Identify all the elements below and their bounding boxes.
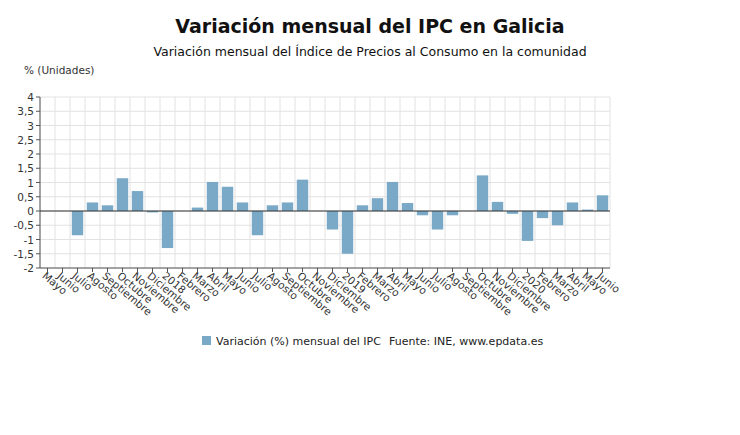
bar (477, 175, 488, 211)
y-axis-label: % (Unidades) (24, 64, 94, 76)
bar (357, 205, 368, 211)
bar (117, 178, 128, 211)
bar (432, 211, 443, 230)
bar (537, 211, 548, 218)
y-axis (40, 97, 41, 268)
chart: Variación mensual del IPC en Galicia Vari… (0, 0, 740, 435)
bar (387, 182, 398, 211)
y-tick (36, 154, 40, 155)
bar (597, 195, 608, 211)
y-tick (36, 182, 40, 183)
y-grid-line (40, 125, 610, 126)
bar (282, 202, 293, 211)
y-tick-label: 2,5 (17, 134, 34, 146)
bar (402, 203, 413, 211)
bar (162, 211, 173, 248)
bar (237, 202, 248, 211)
bar (72, 211, 83, 235)
bar (372, 198, 383, 211)
bar (522, 211, 533, 241)
bar (327, 211, 338, 230)
y-tick (36, 97, 40, 98)
y-tick-label: 3,5 (17, 105, 34, 117)
y-tick-label: 2 (27, 148, 34, 160)
bar (552, 211, 563, 225)
y-tick-label: 1 (27, 177, 34, 189)
y-tick-label: -1 (24, 234, 34, 246)
y-tick-label: 4 (27, 91, 34, 103)
zero-line (40, 210, 610, 211)
legend-swatch (202, 336, 211, 345)
bar (297, 180, 308, 211)
bar (567, 202, 578, 211)
bar (447, 211, 458, 215)
bar (87, 202, 98, 211)
y-tick-label: 3 (27, 120, 34, 132)
y-grid-line (40, 268, 610, 269)
x-axis-bottom (40, 268, 610, 269)
bar (267, 205, 278, 211)
y-tick (36, 253, 40, 254)
y-tick (36, 168, 40, 169)
subtitle: Variación mensual del Índice de Precios … (153, 44, 586, 59)
y-grid-line (40, 211, 610, 212)
title: Variación mensual del IPC en Galicia (175, 15, 564, 37)
legend-label: Variación (%) mensual del IPC (216, 335, 381, 348)
y-grid-line (40, 253, 610, 254)
y-grid-line (40, 97, 610, 98)
bar (252, 211, 263, 235)
y-tick-label: -1,5 (14, 248, 35, 260)
y-tick-label: -2 (24, 262, 34, 274)
bar (492, 202, 503, 211)
y-grid-line (40, 168, 610, 169)
y-tick-label: -0,5 (14, 219, 35, 231)
y-tick-label: 0 (27, 205, 34, 217)
bar (207, 182, 218, 211)
y-tick-label: 1,5 (17, 162, 34, 174)
bar (417, 211, 428, 215)
x-tick-label: Junio (594, 269, 622, 295)
y-tick (36, 139, 40, 140)
y-tick (36, 225, 40, 226)
bar (342, 211, 353, 254)
y-grid-line (40, 139, 610, 140)
bar (132, 191, 143, 211)
y-tick-label: 0,5 (17, 191, 34, 203)
y-tick (36, 125, 40, 126)
y-grid-line (40, 111, 610, 112)
bar (102, 205, 113, 211)
bars (72, 175, 608, 253)
y-tick (36, 111, 40, 112)
y-tick (36, 239, 40, 240)
bar (222, 187, 233, 211)
source: Fuente: INE, www.epdata.es (389, 335, 543, 348)
y-tick (36, 196, 40, 197)
y-tick (36, 211, 40, 212)
x-grid-line (40, 97, 41, 268)
y-tick (36, 268, 40, 269)
y-grid-line (40, 154, 610, 155)
